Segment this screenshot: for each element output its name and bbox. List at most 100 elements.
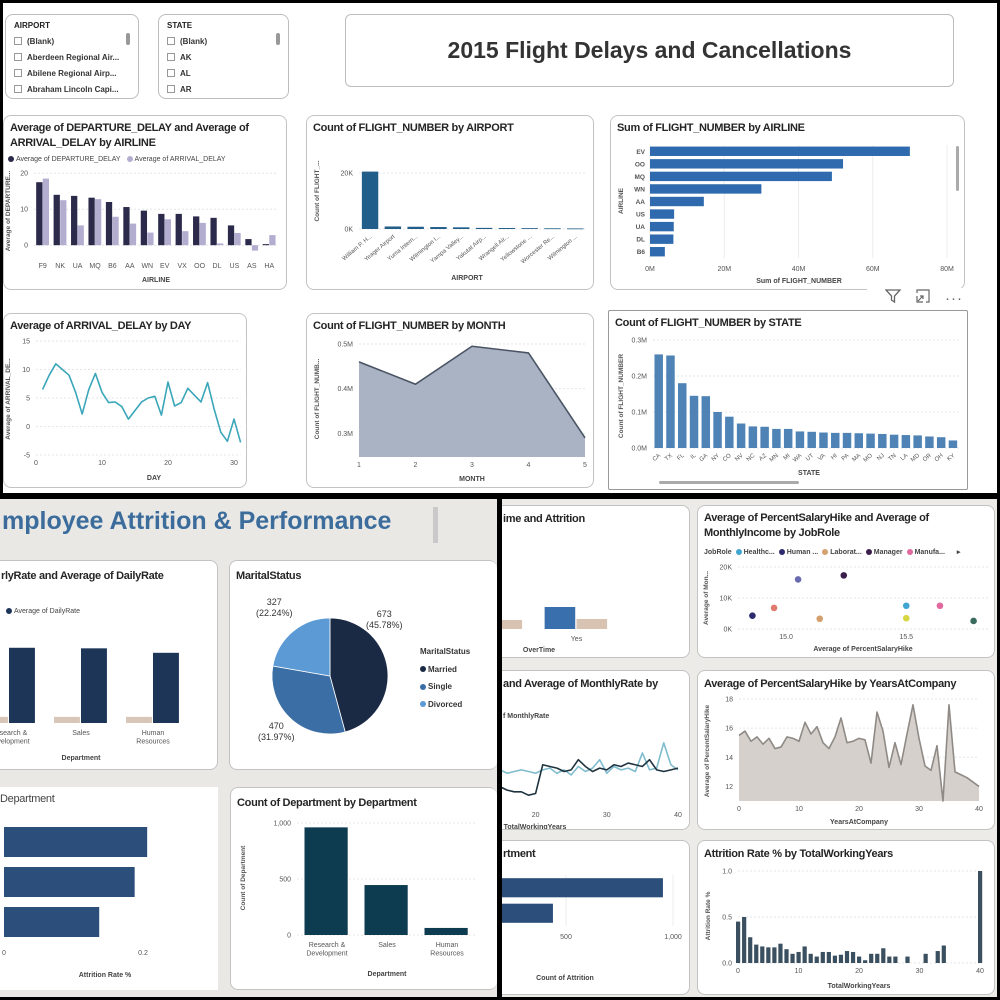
bar xyxy=(936,437,946,448)
y-tick-label: 0 xyxy=(24,243,28,250)
bar xyxy=(269,235,276,246)
chart-title: Average of PercentSalaryHike by YearsAtC… xyxy=(704,678,957,690)
chart-card-state[interactable]: Count of FLIGHT_NUMBER by STATE 0.0M 0.1M… xyxy=(608,310,968,490)
x-category-label: Research &Development xyxy=(0,730,30,745)
chart-card-salary-hike-years[interactable]: Average of PercentSalaryHike by YearsAtC… xyxy=(697,670,995,830)
chart-card-department-count[interactable]: Count of Department by Department 0 500 1,… xyxy=(230,787,497,990)
legend-item[interactable]: Average of ARRIVAL_DELAY xyxy=(126,156,226,163)
bar xyxy=(913,435,922,448)
slicer-scrollbar[interactable] xyxy=(276,33,280,45)
x-axis-title: Sum of FLIGHT_NUMBER xyxy=(756,278,842,285)
legend-item[interactable]: Single xyxy=(420,678,470,696)
checkbox[interactable] xyxy=(167,37,175,45)
chart-svg: 0 10 20 F9 NK UA MQ B6 AA WN EV VX OO DL US AS HA AIRLINE… xyxy=(5,171,278,284)
y-tick-label: 0.3M xyxy=(337,431,353,438)
checkbox[interactable] xyxy=(14,85,22,93)
legend-item[interactable]: Healthc... xyxy=(735,549,775,556)
x-category-label: UT xyxy=(805,453,815,463)
bar xyxy=(796,951,801,963)
focus-mode-icon[interactable] xyxy=(915,288,931,308)
state-slicer[interactable]: STATE (Blank) AK AL AR xyxy=(158,14,289,99)
x-tick-label: 20M xyxy=(717,266,731,273)
bar xyxy=(77,225,84,246)
slicer-item[interactable]: (Blank) xyxy=(14,33,130,49)
x-tick-label: 20 xyxy=(855,806,863,813)
airport-slicer[interactable]: AIRPORT (Blank) Aberdeen Regional Air...… xyxy=(5,14,139,99)
hr-dashboard-left: mployee Attrition & Performance rlyRate … xyxy=(0,499,497,997)
legend-item[interactable]: Manufa... xyxy=(906,549,945,556)
legend-item[interactable]: Married xyxy=(420,661,470,679)
slicer-item[interactable]: Abilene Regional Airp... xyxy=(14,65,130,81)
bar xyxy=(9,647,35,723)
chart-card-airport[interactable]: Count of FLIGHT_NUMBER by AIRPORT 0K 20K W… xyxy=(306,115,594,290)
chart-title: and Average of MonthlyRate by xyxy=(503,678,658,690)
checkbox[interactable] xyxy=(14,69,22,77)
legend-item[interactable]: Laborat... xyxy=(822,549,862,556)
x-category-label: AA xyxy=(125,263,135,270)
bar xyxy=(795,431,805,448)
bar xyxy=(742,917,747,963)
bar xyxy=(905,956,910,963)
slicer-item[interactable]: AL xyxy=(167,65,280,81)
chart-card-attrition-rate-years[interactable]: Attrition Rate % by TotalWorkingYears 0.… xyxy=(697,840,995,995)
legend-next-icon[interactable]: ▸ xyxy=(956,549,961,556)
slicer-item[interactable]: AR xyxy=(167,81,280,97)
y-tick-label: 500 xyxy=(279,877,291,884)
chart-card-attrition-count[interactable]: rtment 500 1,000 Count of Attrition xyxy=(502,840,690,995)
x-tick-label: 30 xyxy=(230,460,238,467)
filter-icon[interactable] xyxy=(884,288,902,308)
slicer-item[interactable]: AK xyxy=(167,49,280,65)
legend-item[interactable]: Average of DEPARTURE_DELAY xyxy=(8,156,121,163)
checkbox[interactable] xyxy=(167,85,175,93)
bar xyxy=(748,426,758,448)
chart-card-attrition-by-department[interactable]: Department 0 0.2 Attrition Rate % xyxy=(0,787,218,990)
bar xyxy=(53,194,60,246)
bar xyxy=(0,716,8,723)
bar xyxy=(935,951,940,963)
bar xyxy=(650,196,704,207)
chart-card-overtime-attrition[interactable]: ime and Attrition Yes OverTime xyxy=(502,505,690,658)
slicer-item[interactable]: Aberdeen Regional Air... xyxy=(14,49,130,65)
legend-item[interactable]: Average of DailyRate xyxy=(6,608,80,615)
more-options-icon[interactable]: ··· xyxy=(945,289,963,307)
chart-card-airline[interactable]: Sum of FLIGHT_NUMBER by AIRLINE 0M 20M 40M… xyxy=(610,115,965,290)
chart-card-arrival-by-day[interactable]: Average of ARRIVAL_DELAY by DAY -5 0 5 10 15… xyxy=(3,313,247,488)
scrollbar[interactable] xyxy=(956,146,959,191)
series-line xyxy=(502,758,679,796)
x-axis-title: DAY xyxy=(147,475,161,482)
checkbox[interactable] xyxy=(14,37,22,45)
y-tick-label: 0K xyxy=(344,227,353,234)
chart-card-month[interactable]: Count of FLIGHT_NUMBER by MONTH 0.3M 0.4M… xyxy=(306,313,594,488)
bar xyxy=(105,202,113,246)
chart-card-monthly-rate[interactable]: and Average of MonthlyRate by f MonthlyR… xyxy=(502,670,690,830)
y-tick-label: 0.5M xyxy=(337,342,353,349)
dashboard-title: 2015 Flight Delays and Cancellations xyxy=(345,14,954,87)
chart-card-salary-hike-scatter[interactable]: Average of PercentSalaryHike and Average… xyxy=(697,505,995,658)
x-category-label: US xyxy=(230,263,240,270)
bar xyxy=(251,245,259,251)
legend-item[interactable]: Manager xyxy=(865,549,903,556)
chart-card-hourly-daily-rate[interactable]: rlyRate and Average of DailyRate Average… xyxy=(0,560,218,770)
bar xyxy=(164,219,171,246)
x-category-label: MQ xyxy=(89,263,101,270)
legend-item[interactable]: Human ... xyxy=(778,549,818,556)
chart-card-dep-arr-delay[interactable]: Average of DEPARTURE_DELAY and Average o… xyxy=(3,115,287,290)
x-tick-label: 500 xyxy=(560,934,572,941)
legend-item[interactable]: Divorced xyxy=(420,696,470,714)
checkbox[interactable] xyxy=(14,53,22,61)
bar xyxy=(234,232,241,246)
checkbox[interactable] xyxy=(167,69,175,77)
slicer-item[interactable]: (Blank) xyxy=(167,33,280,49)
checkbox[interactable] xyxy=(167,53,175,61)
bar xyxy=(923,953,928,963)
chart-svg: 20 30 40 TotalWorkingYears xyxy=(502,742,682,829)
slicer-scrollbar[interactable] xyxy=(126,33,130,45)
x-tick-label: 2 xyxy=(414,462,418,469)
horizontal-scrollbar[interactable] xyxy=(659,481,799,484)
slicer-item[interactable]: Abraham Lincoln Capi... xyxy=(14,81,130,97)
chart-svg: 0 500 1,000 Research & Development Sales Human… xyxy=(240,821,477,978)
chart-card-marital-status[interactable]: MaritalStatus 673 (45.78%) 470 (31.97%) 32… xyxy=(229,560,497,770)
legend-item[interactable]: f MonthlyRate xyxy=(503,713,550,720)
bar xyxy=(567,228,584,230)
bar xyxy=(650,146,910,156)
